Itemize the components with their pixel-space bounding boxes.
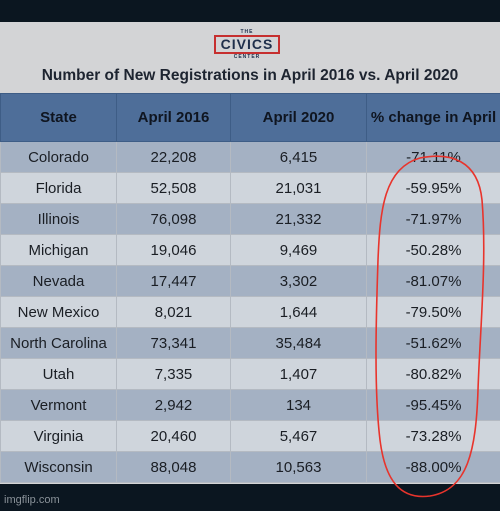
table-row: Florida 52,508 21,031 -59.95% <box>0 172 500 204</box>
logo-small-bottom: CENTER <box>233 54 261 60</box>
april-2020-cell: 21,332 <box>230 203 367 235</box>
percent-change-cell: -71.11% <box>366 141 500 173</box>
april-2016-cell: 52,508 <box>116 172 231 204</box>
header-percent-change: % change in April <box>366 93 500 142</box>
table-row: Nevada 17,447 3,302 -81.07% <box>0 265 500 297</box>
april-2020-cell: 10,563 <box>230 451 367 483</box>
april-2016-cell: 73,341 <box>116 327 231 359</box>
state-cell: Utah <box>0 358 117 390</box>
table-body: Colorado 22,208 6,415 -71.11% Florida 52,508 2… <box>0 141 500 483</box>
percent-change-cell: -81.07% <box>366 265 500 297</box>
infographic-card: THE CIVICS CENTER Number of New Registra… <box>0 22 500 484</box>
percent-change-cell: -51.62% <box>366 327 500 359</box>
state-cell: Illinois <box>0 203 117 235</box>
april-2020-cell: 35,484 <box>230 327 367 359</box>
header-april-2016: April 2016 <box>116 93 231 142</box>
table-row: Michigan 19,046 9,469 -50.28% <box>0 234 500 266</box>
table-row: Utah 7,335 1,407 -80.82% <box>0 358 500 390</box>
percent-change-cell: -59.95% <box>366 172 500 204</box>
percent-change-cell: -71.97% <box>366 203 500 235</box>
table-row: Virginia 20,460 5,467 -73.28% <box>0 420 500 452</box>
april-2020-cell: 1,407 <box>230 358 367 390</box>
april-2016-cell: 22,208 <box>116 141 231 173</box>
page-title: Number of New Registrations in April 201… <box>41 67 459 84</box>
table-row: North Carolina 73,341 35,484 -51.62% <box>0 327 500 359</box>
state-cell: Virginia <box>0 420 117 452</box>
table-row: Colorado 22,208 6,415 -71.11% <box>0 141 500 173</box>
header-state: State <box>0 93 117 142</box>
logo-main-text: CIVICS <box>213 35 281 54</box>
april-2016-cell: 76,098 <box>116 203 231 235</box>
percent-change-cell: -88.00% <box>366 451 500 483</box>
table-header-row: State April 2016 April 2020 % change in … <box>0 93 500 142</box>
april-2020-cell: 21,031 <box>230 172 367 204</box>
table-row: New Mexico 8,021 1,644 -79.50% <box>0 296 500 328</box>
state-cell: New Mexico <box>0 296 117 328</box>
april-2020-cell: 6,415 <box>230 141 367 173</box>
table-row: Illinois 76,098 21,332 -71.97% <box>0 203 500 235</box>
april-2020-cell: 9,469 <box>230 234 367 266</box>
registrations-table: State April 2016 April 2020 % change in … <box>0 93 500 483</box>
april-2016-cell: 88,048 <box>116 451 231 483</box>
table-row: Wisconsin 88,048 10,563 -88.00% <box>0 451 500 483</box>
state-cell: Colorado <box>0 141 117 173</box>
april-2020-cell: 1,644 <box>230 296 367 328</box>
state-cell: Nevada <box>0 265 117 297</box>
april-2020-cell: 5,467 <box>230 420 367 452</box>
percent-change-cell: -80.82% <box>366 358 500 390</box>
april-2016-cell: 20,460 <box>116 420 231 452</box>
april-2016-cell: 19,046 <box>116 234 231 266</box>
april-2016-cell: 8,021 <box>116 296 231 328</box>
april-2016-cell: 17,447 <box>116 265 231 297</box>
imgflip-watermark: imgflip.com <box>4 494 60 506</box>
header-april-2020: April 2020 <box>230 93 367 142</box>
state-cell: Wisconsin <box>0 451 117 483</box>
percent-change-cell: -73.28% <box>366 420 500 452</box>
table-row: Vermont 2,942 134 -95.45% <box>0 389 500 421</box>
civics-center-logo: THE CIVICS CENTER <box>212 29 282 60</box>
percent-change-cell: -79.50% <box>366 296 500 328</box>
logo-small-top: THE <box>240 29 254 35</box>
april-2016-cell: 7,335 <box>116 358 231 390</box>
state-cell: North Carolina <box>0 327 117 359</box>
april-2020-cell: 134 <box>230 389 367 421</box>
april-2016-cell: 2,942 <box>116 389 231 421</box>
state-cell: Michigan <box>0 234 117 266</box>
percent-change-cell: -50.28% <box>366 234 500 266</box>
state-cell: Florida <box>0 172 117 204</box>
percent-change-cell: -95.45% <box>366 389 500 421</box>
april-2020-cell: 3,302 <box>230 265 367 297</box>
state-cell: Vermont <box>0 389 117 421</box>
